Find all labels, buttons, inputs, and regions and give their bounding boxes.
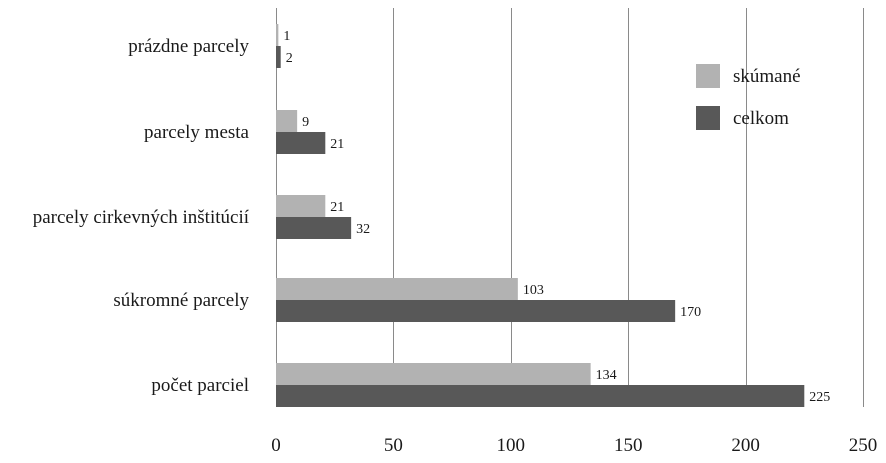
- legend-label-skumane: skúmané: [733, 66, 801, 87]
- category-label: prázdne parcely: [128, 36, 249, 57]
- category-labels: prázdne parcely parcely mesta parcely cirk…: [33, 36, 250, 396]
- data-label-celkom: 32: [356, 222, 370, 237]
- data-label-skumane: 21: [330, 200, 344, 215]
- bar-celkom: [276, 46, 281, 68]
- legend-swatch-skumane: [696, 64, 720, 88]
- legend-swatch-celkom: [696, 106, 720, 130]
- x-tick-label-250: 250: [849, 435, 878, 456]
- data-label-skumane: 1: [283, 29, 290, 44]
- data-label-skumane: 9: [302, 115, 309, 130]
- bar-celkom: [276, 217, 352, 239]
- category-label: parcely cirkevných inštitúcií: [33, 207, 250, 228]
- data-label-celkom: 21: [330, 137, 344, 152]
- bar-celkom: [276, 132, 326, 154]
- legend: skúmané celkom: [696, 64, 801, 130]
- x-tick-label-0: 0: [271, 435, 281, 456]
- category-label: počet parciel: [151, 375, 249, 396]
- legend-label-celkom: celkom: [733, 108, 789, 129]
- bar-skumane: [276, 24, 279, 46]
- bar-skumane: [276, 363, 591, 385]
- data-label-celkom: 2: [286, 51, 293, 66]
- bar-skumane: [276, 110, 298, 132]
- data-label-skumane: 103: [523, 283, 544, 298]
- category-label: parcely mesta: [144, 122, 250, 143]
- x-tick-label-50: 50: [384, 435, 403, 456]
- x-tick-label-100: 100: [497, 435, 526, 456]
- gridlines: [276, 8, 864, 407]
- data-label-skumane: 134: [596, 368, 617, 383]
- bar-celkom: [276, 385, 805, 407]
- bar-celkom: [276, 300, 676, 322]
- bar-skumane: [276, 195, 326, 217]
- x-axis-tick-labels: 0 50 100 150 200 250: [271, 435, 877, 456]
- category-label: súkromné parcely: [113, 290, 249, 311]
- x-tick-label-150: 150: [614, 435, 643, 456]
- data-label-celkom: 170: [680, 305, 701, 320]
- x-tick-label-200: 200: [731, 435, 760, 456]
- bars: 1 9 21 103 134 2 21 32 170 225: [276, 24, 830, 407]
- bar-skumane: [276, 278, 518, 300]
- data-label-celkom: 225: [809, 390, 830, 405]
